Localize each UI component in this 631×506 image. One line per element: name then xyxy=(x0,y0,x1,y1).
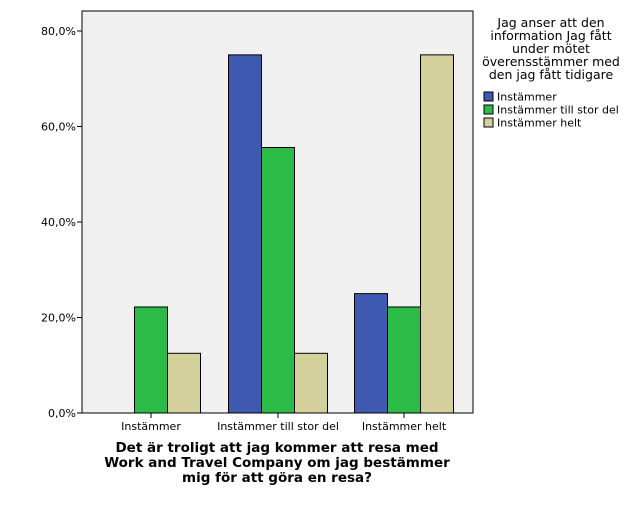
bar xyxy=(261,147,295,414)
x-axis-title: Det är troligt att jag kommer att resa m… xyxy=(104,440,450,486)
y-tick-label: 40,0% xyxy=(41,216,76,229)
legend-swatch xyxy=(483,104,494,115)
bar xyxy=(167,352,201,414)
x-axis: Instämmer Instämmer till stor del Instämme… xyxy=(121,413,447,433)
x-tick-label: Instämmer till stor del xyxy=(217,420,339,433)
legend-swatch xyxy=(483,117,494,128)
legend-title-line: Jag anser att den xyxy=(496,15,604,30)
x-axis-title-line: Det är troligt att jag kommer att resa m… xyxy=(115,440,438,456)
y-axis: 0,0% 20,0% 40,0% 60,0% 80,0% xyxy=(41,25,82,420)
y-tick-label: 0,0% xyxy=(48,407,76,420)
bar xyxy=(294,352,328,414)
bar xyxy=(354,293,388,414)
x-axis-title-line: Work and Travel Company om jag bestämmer xyxy=(104,455,450,471)
bar xyxy=(134,306,168,414)
y-tick-label: 60,0% xyxy=(41,121,76,134)
legend-label: Instämmer till stor del xyxy=(497,104,619,117)
x-axis-title-line: mig för att göra en resa? xyxy=(182,470,372,486)
y-tick-label: 20,0% xyxy=(41,312,76,325)
legend-title-line: under mötet xyxy=(512,41,590,56)
x-tick-label: Instämmer helt xyxy=(362,420,447,433)
bar xyxy=(228,54,262,414)
legend-title-line: information Jag fått xyxy=(490,28,611,43)
legend-label: Instämmer helt xyxy=(497,117,582,130)
legend-title-line: överensstämmer med xyxy=(482,54,620,69)
bars xyxy=(134,54,454,414)
legend-swatch xyxy=(483,91,494,102)
x-tick-label: Instämmer xyxy=(121,420,181,433)
legend-title-line: den jag fått tidigare xyxy=(489,67,614,82)
y-tick-label: 80,0% xyxy=(41,25,76,38)
legend-label: Instämmer xyxy=(497,91,557,104)
bar xyxy=(420,54,454,414)
bar xyxy=(387,306,421,414)
